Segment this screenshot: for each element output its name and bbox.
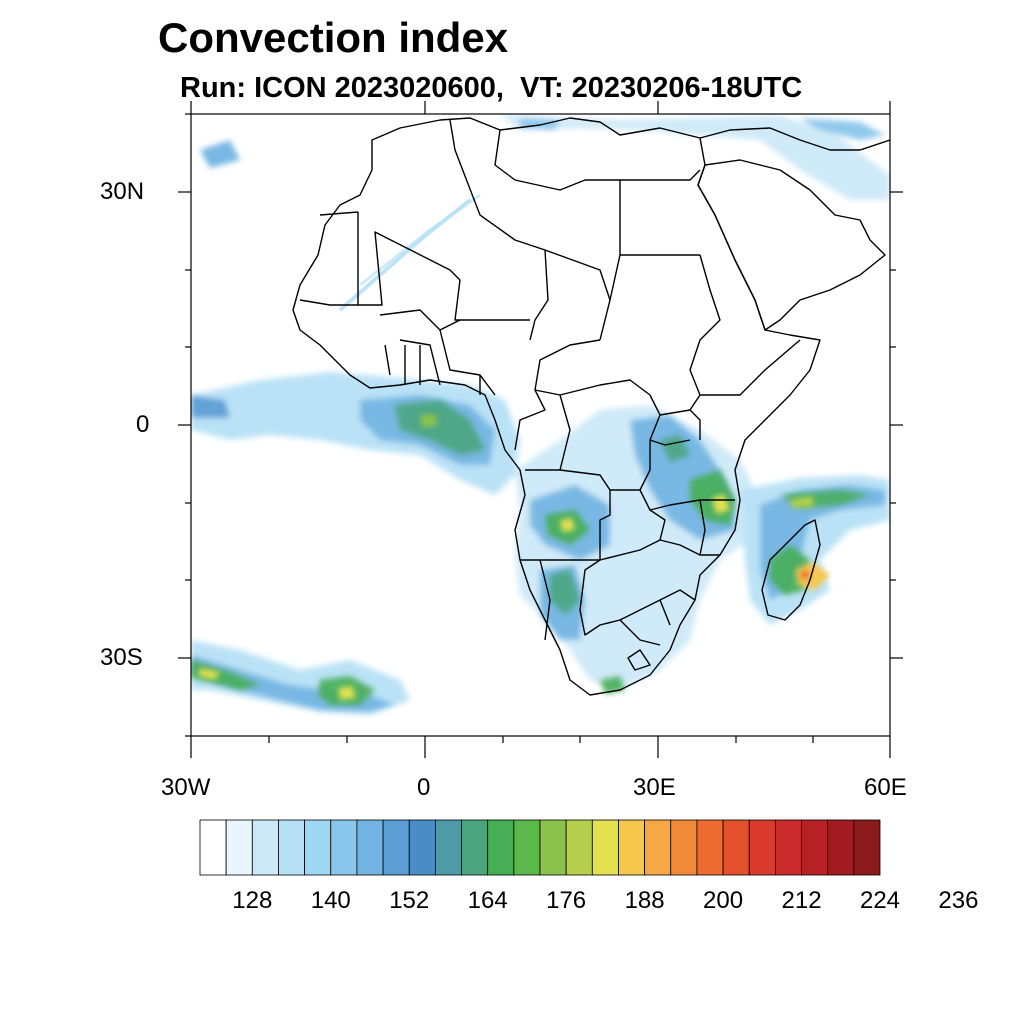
x-ticks: [190, 101, 891, 758]
colorbar-label: 236: [938, 887, 979, 914]
colorbar-swatch: [513, 819, 541, 876]
colorbar: [199, 819, 881, 876]
colorbar-swatch: [618, 819, 646, 876]
colorbar-label: 164: [467, 887, 508, 914]
colorbar-swatch: [434, 819, 462, 876]
field-north-mediterranean: [500, 114, 890, 200]
x-tick-label-30w: 30W: [161, 774, 211, 801]
colorbar-swatch: [382, 819, 410, 876]
colorbar-swatch: [722, 819, 750, 876]
colorbar-label: 128: [232, 887, 273, 914]
arabian-peninsula: [697, 159, 886, 331]
colorbar-swatch: [801, 819, 829, 876]
colorbar-swatch: [251, 819, 279, 876]
colorbar-swatch: [304, 819, 332, 876]
colorbar-label: 212: [781, 887, 822, 914]
colorbar-swatch: [199, 819, 227, 876]
colorbar-swatch: [565, 819, 593, 876]
colorbar-label: 140: [310, 887, 351, 914]
colorbar-label: 188: [624, 887, 665, 914]
colorbar-swatch: [225, 819, 253, 876]
colorbar-swatch: [774, 819, 802, 876]
colorbar-swatch: [487, 819, 515, 876]
x-tick-label-0: 0: [417, 774, 431, 801]
colorbar-label: 176: [546, 887, 587, 914]
colorbar-swatch: [670, 819, 698, 876]
colorbar-label: 152: [389, 887, 430, 914]
colorbar-swatch: [330, 819, 358, 876]
x-tick-label-60e: 60E: [864, 774, 907, 801]
colorbar-swatch: [696, 819, 724, 876]
colorbar-swatch: [748, 819, 776, 876]
colorbar-label: 200: [703, 887, 744, 914]
y-tick-label-30n: 30N: [100, 178, 145, 205]
madagascar: [761, 519, 821, 621]
convection-field: [191, 114, 890, 715]
x-tick-label-30e: 30E: [633, 774, 676, 801]
colorbar-swatch: [408, 819, 436, 876]
y-ticks: [178, 113, 903, 737]
map-subtitle: Run: ICON 2023020600, VT: 20230206-18UTC: [180, 72, 803, 104]
colorbar-swatch: [461, 819, 489, 876]
y-tick-label-30s: 30S: [100, 644, 143, 671]
africa-coastline: [292, 117, 821, 696]
colorbar-swatch: [539, 819, 567, 876]
country-borders: [292, 117, 890, 696]
colorbar-swatch: [591, 819, 619, 876]
colorbar-swatch: [356, 819, 384, 876]
y-tick-label-0: 0: [136, 411, 150, 438]
map-title: Convection index: [158, 14, 509, 61]
colorbar-swatch: [853, 819, 881, 876]
colorbar-label: 224: [859, 887, 901, 914]
colorbar-swatch: [278, 819, 306, 876]
colorbar-swatch: [827, 819, 855, 876]
colorbar-swatch: [644, 819, 672, 876]
